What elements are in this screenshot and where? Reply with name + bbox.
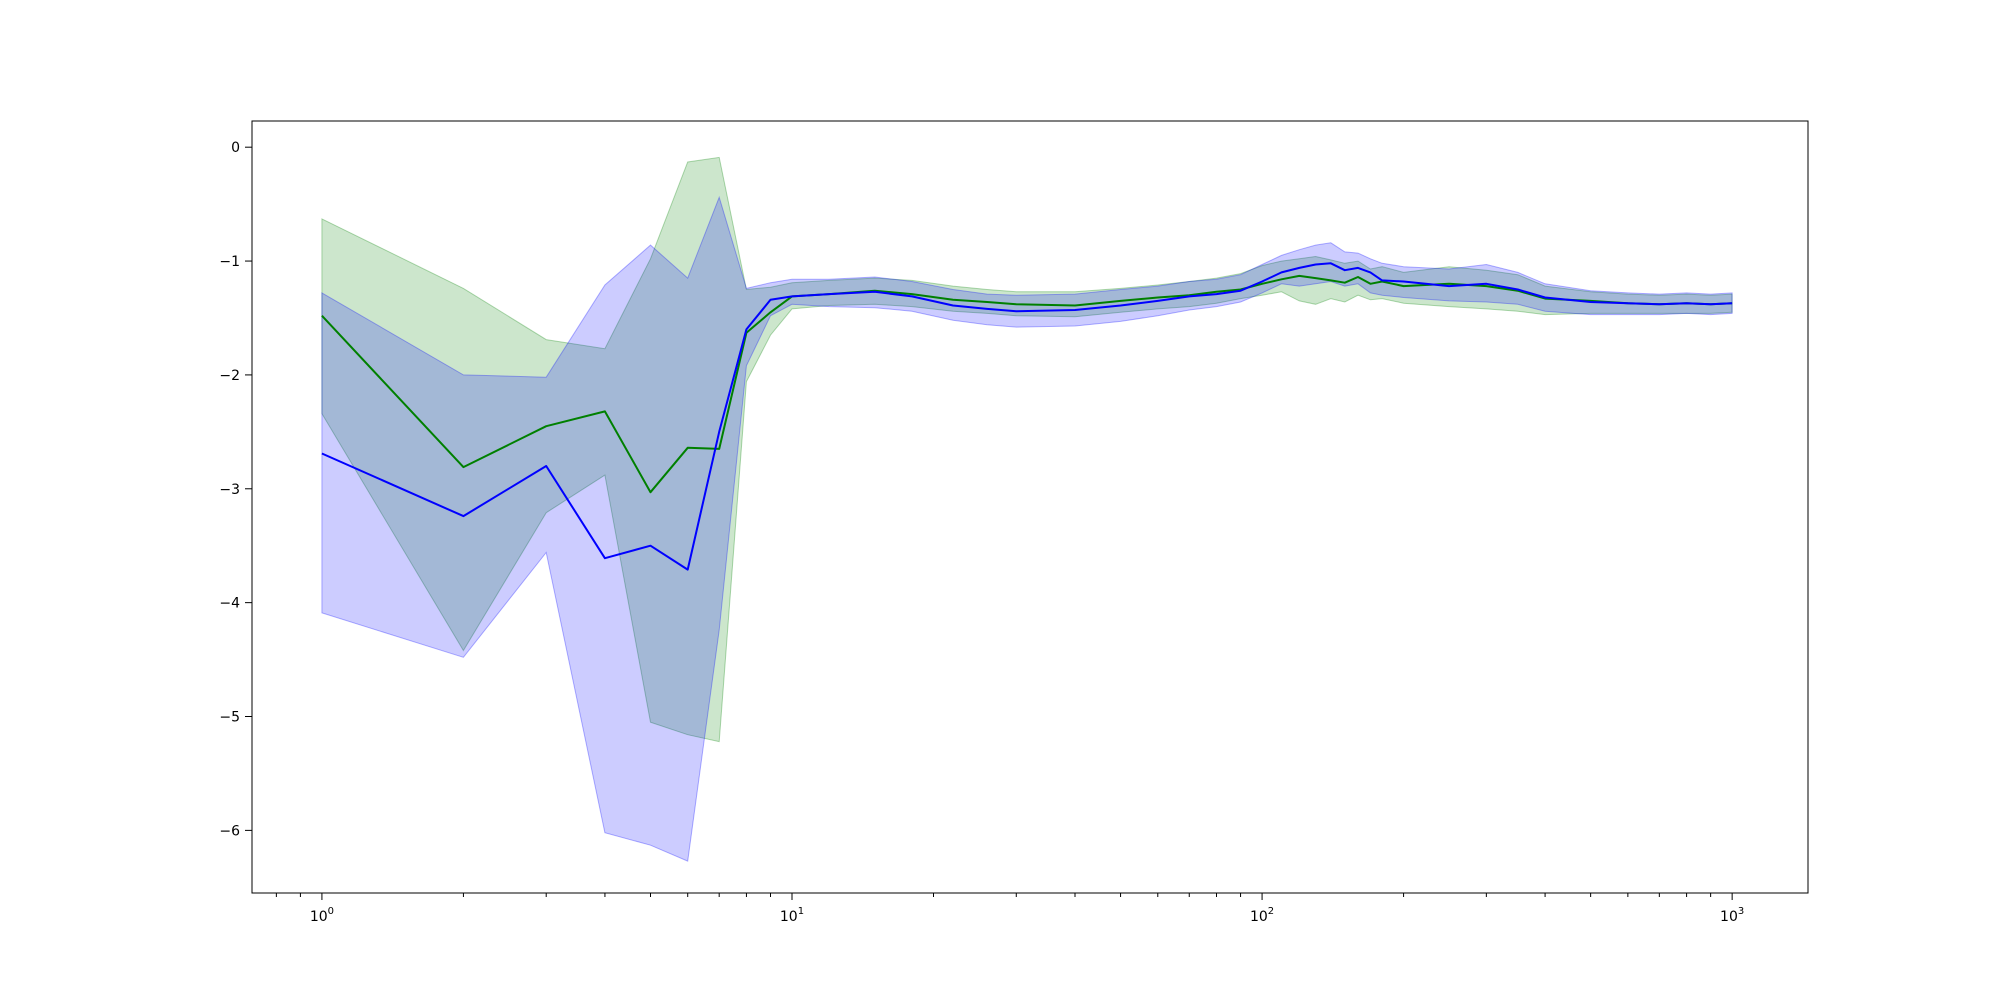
series-lines — [321, 262, 1733, 571]
y-tick-label: −5 — [219, 710, 240, 726]
y-tick-label: 0 — [231, 140, 240, 156]
series-1-line — [321, 262, 1733, 571]
y-tick-label: −6 — [219, 823, 240, 839]
y-tick-label: −3 — [219, 482, 240, 498]
y-axis: 0 −1 −2 −3 −4 −5 −6 — [219, 140, 252, 839]
x-tick-label: 101 — [780, 906, 804, 925]
x-axis: 100 101 102 103 — [275, 893, 1744, 925]
series-0-line — [321, 274, 1733, 494]
x-tick-label: 100 — [310, 906, 334, 925]
y-tick-label: −1 — [219, 254, 240, 270]
x-tick-label: 103 — [1720, 906, 1744, 925]
series-1-band — [321, 195, 1733, 862]
y-tick-label: −2 — [219, 368, 240, 384]
plot-area-frame — [251, 120, 1809, 894]
y-tick-label: −4 — [219, 596, 240, 612]
series-0-band — [321, 156, 1733, 743]
confidence-bands — [321, 156, 1733, 862]
x-tick-label: 102 — [1250, 906, 1274, 925]
